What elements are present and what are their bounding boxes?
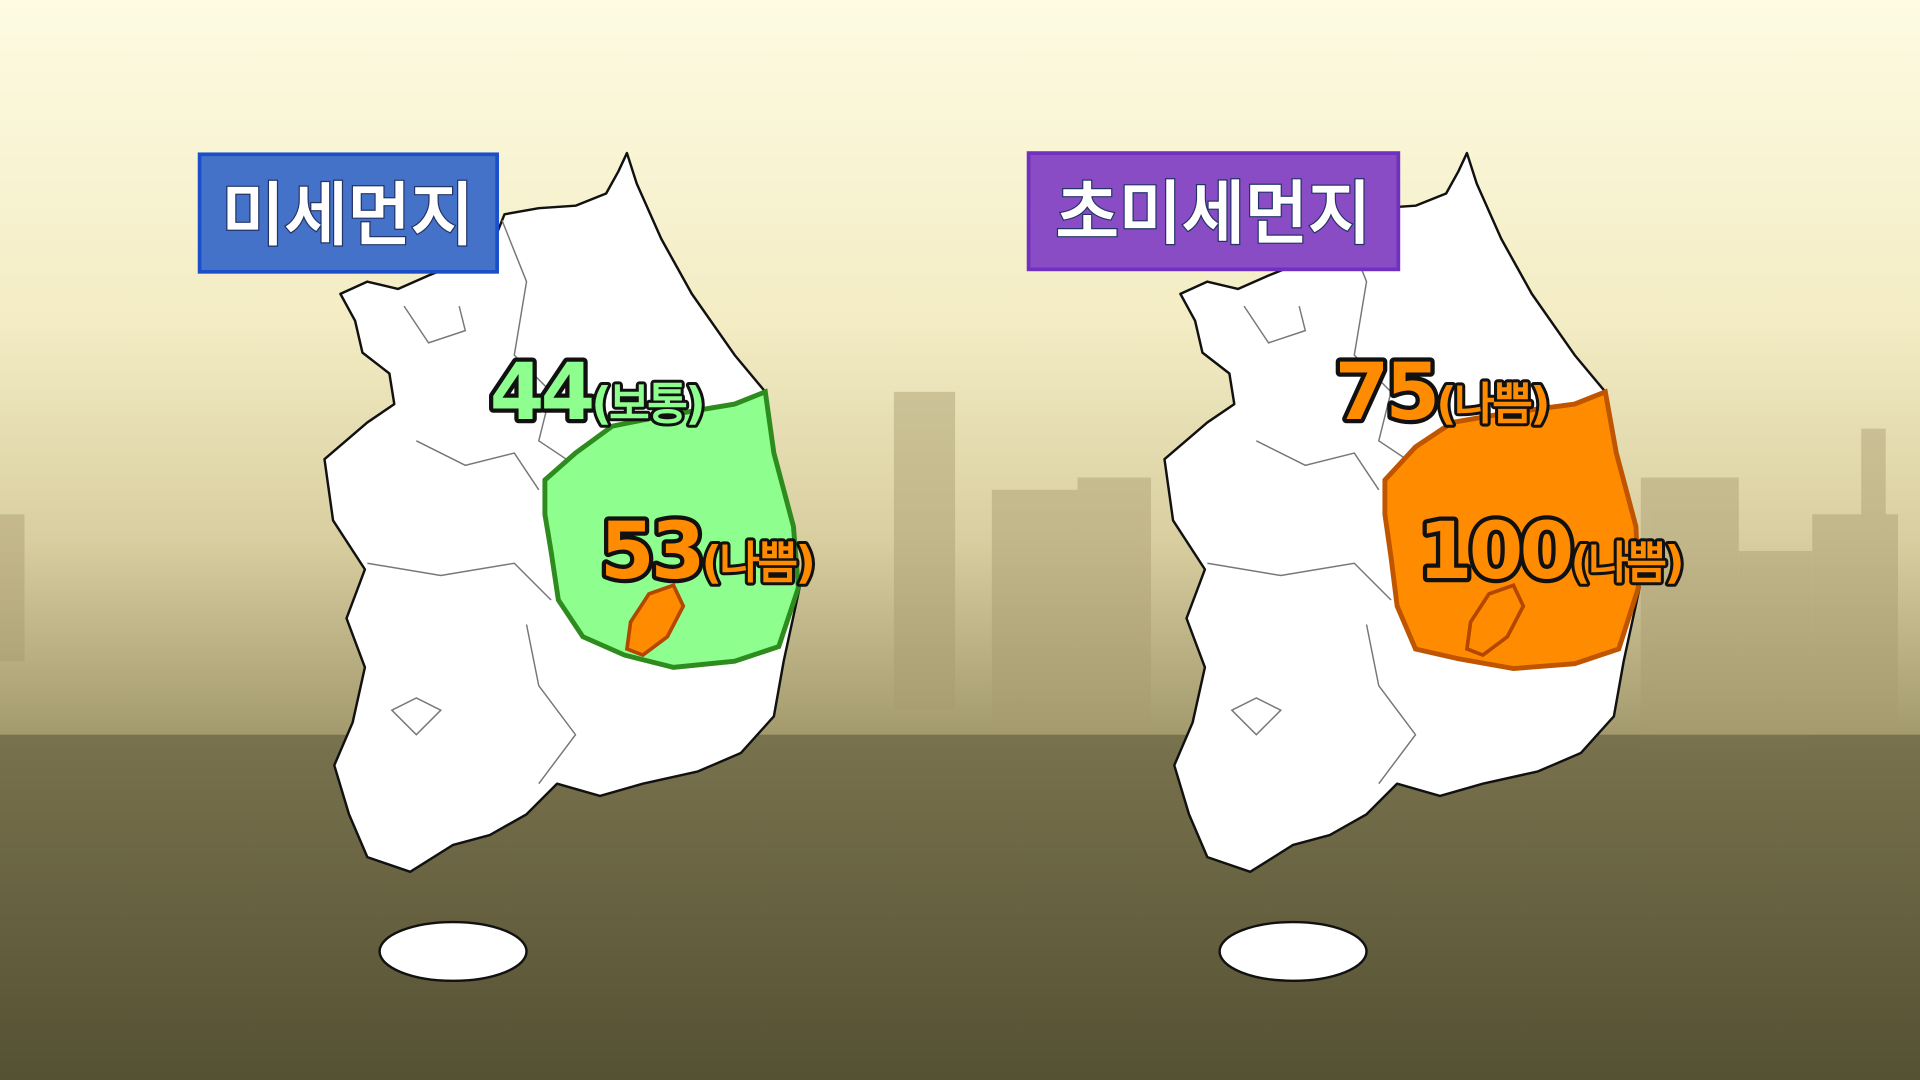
pm25-map [1163, 151, 1641, 983]
gyeongbuk-region [542, 388, 801, 670]
tree-line [0, 734, 1920, 1080]
gyeongbuk-region [1382, 388, 1641, 672]
daegu-region [1464, 583, 1526, 658]
pm10-region-grade: (나쁨) [702, 538, 814, 589]
pm10-national-label: 44(보통) [490, 347, 703, 438]
pm25-region-value: 100 [1418, 506, 1571, 597]
pm25-national-grade: (나쁨) [1436, 379, 1548, 430]
pm10-national-value: 44 [490, 347, 592, 438]
pm25-region-label: 100(나쁨) [1418, 506, 1682, 597]
pm10-region-label: 53(나쁨) [600, 506, 813, 597]
pm25-title: 초미세먼지 [1056, 175, 1371, 255]
daegu-region [624, 583, 686, 658]
pm10-title-box [197, 152, 499, 274]
pm10-national-grade: (보통) [591, 379, 703, 430]
pm10-region-value: 53 [600, 506, 702, 597]
pm25-national-value: 75 [1335, 347, 1437, 438]
pm10-map [323, 151, 801, 983]
pm25-national-label: 75(나쁨) [1335, 347, 1548, 438]
pm10-title: 미세먼지 [222, 176, 474, 256]
pm25-region-grade: (나쁨) [1571, 538, 1683, 589]
building-silhouettes [0, 391, 1898, 747]
pm25-title-box [1026, 151, 1401, 272]
